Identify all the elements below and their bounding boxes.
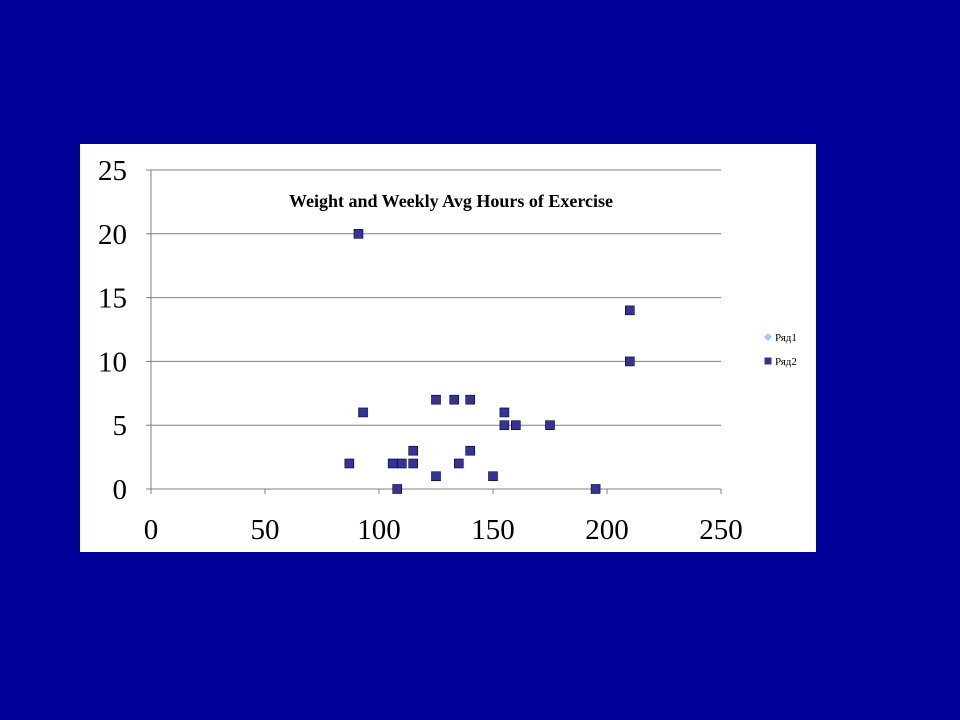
legend-label-2: Ряд2: [775, 356, 797, 368]
data-point: [465, 445, 476, 456]
data-point: [408, 458, 419, 469]
axes: [146, 169, 722, 494]
data-point: [510, 420, 521, 431]
data-point: [545, 420, 555, 431]
data-points: [344, 229, 635, 494]
x-tick-label: 50: [251, 514, 280, 546]
data-point: [449, 394, 460, 405]
data-point: [358, 407, 368, 418]
chart-title: Weight and Weekly Avg Hours of Exercise: [289, 191, 613, 211]
data-point: [624, 305, 635, 316]
legend-label-1: Ряд1: [775, 332, 797, 344]
data-point: [353, 229, 364, 239]
x-tick-label: 200: [585, 514, 629, 546]
data-point: [392, 484, 403, 494]
data-point: [624, 356, 635, 367]
data-point: [465, 394, 476, 405]
data-point: [344, 458, 355, 469]
data-point: [387, 458, 398, 469]
y-tick-label: 15: [98, 283, 127, 315]
data-point: [396, 458, 407, 469]
x-tick-label: 250: [699, 514, 743, 546]
data-point: [499, 420, 510, 431]
legend-marker-2: [764, 357, 772, 365]
x-tick-label: 100: [357, 514, 401, 546]
legend-marker-1: [764, 333, 772, 341]
y-tick-label: 20: [98, 219, 127, 251]
x-tick-label: 150: [471, 514, 515, 546]
legend: Ряд1 Ряд2: [764, 332, 797, 368]
data-point: [453, 458, 464, 469]
data-point: [408, 445, 419, 456]
y-tick-label: 10: [98, 346, 127, 378]
x-tick-label: 0: [144, 514, 159, 546]
data-point: [431, 394, 441, 405]
chart-panel: 0 5 10 15 20 25 0 50 100 150 200 250 Weight and Wee…: [80, 144, 816, 552]
y-tick-label: 5: [113, 410, 128, 442]
data-point: [590, 484, 601, 494]
y-tick-label: 0: [113, 474, 128, 506]
data-point: [499, 407, 510, 418]
y-tick-label: 25: [98, 155, 127, 187]
data-point: [488, 471, 498, 482]
data-point: [431, 471, 441, 482]
